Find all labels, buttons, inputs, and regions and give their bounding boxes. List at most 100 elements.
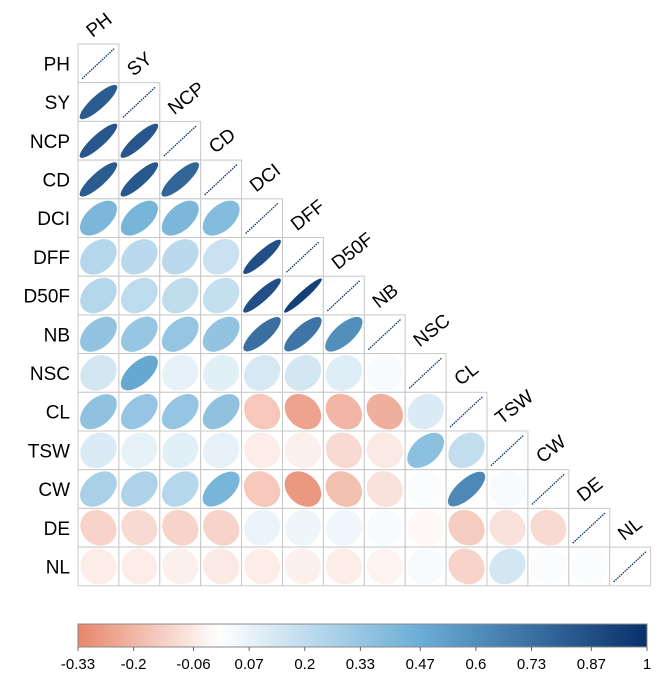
row-label-cl: CL [46,403,70,424]
row-label-nsc: NSC [30,364,70,385]
colorbar-tick-label: 0.47 [406,656,435,673]
correlation-ellipse [79,84,118,120]
correlation-ellipse [203,548,240,585]
cell-nl-cl [445,546,488,587]
cell-nsc-d50f [322,353,365,393]
correlation-ellipse [161,200,199,236]
correlation-ellipse [202,394,240,430]
cell-nsc-ncp [159,353,202,393]
correlation-ellipse [407,471,444,508]
correlation-ellipse [244,432,281,469]
cell-tsw-ph [77,430,120,471]
correlation-ellipse [325,393,363,430]
correlation-ellipse [120,355,158,391]
cell-nb-ncp [159,314,202,355]
correlation-ellipse [202,200,240,236]
correlation-ellipse [121,277,158,314]
column-label-de: DE [573,474,607,507]
row-label-ph: PH [44,54,70,75]
cell-cd-ph [77,159,120,200]
cell-nb-sy [118,314,161,355]
cell-d50f-ncp [159,275,202,316]
correlation-ellipse [571,548,608,585]
correlation-ellipse [530,548,567,585]
correlation-ellipse [161,239,199,275]
cell-tsw-sy [118,430,161,471]
correlation-ellipse [325,316,363,352]
correlation-ellipse [243,355,281,391]
cell-ph-ph [77,43,120,84]
cell-tsw-dff [282,430,324,471]
cell-nl-de [568,546,611,587]
correlation-ellipse [202,239,240,275]
cell-nl-dci [241,546,284,587]
correlation-ellipse [366,393,403,430]
correlation-ellipse [121,471,158,507]
colorbar-tick-label: -0.06 [176,656,210,673]
row-label-dff: DFF [33,248,70,269]
cell-dci-ncp [159,198,202,239]
cell-cl-ncp [159,391,202,432]
correlation-ellipse [203,509,240,546]
cell-d50f-ph [77,275,120,316]
cell-d50f-d50f [322,275,365,316]
correlation-ellipse [120,316,158,352]
column-label-nl: NL [614,514,646,546]
cell-dff-dci [241,237,284,277]
cell-de-cd [200,507,243,548]
cell-nsc-nb [363,353,406,393]
correlation-ellipse [121,548,158,585]
cell-cl-dci [241,391,284,432]
cell-cw-dci [241,469,284,509]
correlation-ellipse [120,394,158,430]
correlation-ellipse [243,239,281,274]
cell-cd-sy [118,159,161,200]
cell-de-tsw [486,507,529,548]
cell-nsc-sy [118,353,161,393]
colorbar-tick-label: 0.87 [577,656,606,673]
correlation-ellipse [366,509,403,546]
correlation-ellipse [162,548,199,585]
correlation-ellipse [243,509,281,546]
colorbar-tick-label: 0.6 [465,656,486,673]
row-label-nl: NL [46,557,70,578]
column-label-nb: NB [369,280,403,313]
cell-cl-dff [282,391,324,432]
cell-cw-dff [282,469,324,509]
correlation-ellipse [284,471,322,507]
correlation-ellipse [325,355,362,391]
cell-nl-dff [282,546,324,587]
cell-de-dci [241,507,284,548]
correlation-ellipse [366,548,403,585]
row-label-cd: CD [43,170,70,191]
colorbar-tick-label: 0.73 [517,656,546,673]
cell-dff-ncp [159,237,202,277]
cell-cw-tsw [486,469,529,509]
row-label-nb: NB [44,325,70,346]
cell-nb-d50f [322,314,365,355]
colorbar-tick-label: -0.33 [61,656,95,673]
cell-sy-sy [118,82,161,122]
correlation-ellipse [161,471,199,507]
correlation-ellipse [366,471,403,507]
correlation-ellipse [120,162,159,197]
cell-cl-nsc [404,391,447,432]
cell-de-nsc [404,507,447,548]
correlation-ellipse [203,432,240,469]
correlation-ellipse [489,548,526,585]
cell-tsw-cd [200,430,243,471]
correlation-ellipse [120,123,159,158]
correlation-ellipse [202,471,240,507]
cell-cw-sy [118,469,161,509]
row-label-dci: DCI [37,209,70,230]
correlation-ellipse [407,393,444,430]
cell-dff-sy [118,237,161,277]
correlation-ellipse [325,548,362,585]
cell-tsw-tsw [486,430,529,471]
cell-nl-nb [363,546,406,587]
cell-nl-sy [118,546,161,587]
cell-nsc-cd [200,353,243,393]
correlation-ellipse [243,471,281,507]
correlation-ellipse [80,509,117,546]
